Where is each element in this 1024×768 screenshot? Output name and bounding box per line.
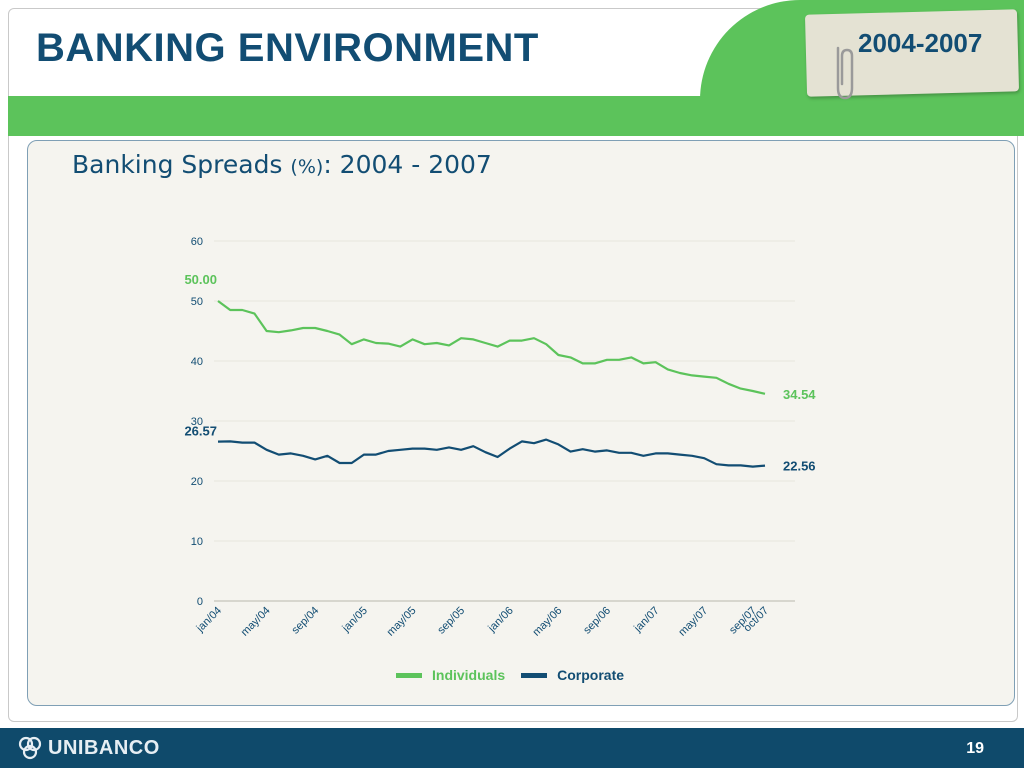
- legend-swatch-corporate: [521, 672, 548, 678]
- slide-title: BANKING ENVIRONMENT: [36, 26, 539, 70]
- data-label-end-corporate: 22.56: [783, 459, 816, 474]
- x-tick-label: may/05: [385, 605, 419, 639]
- x-tick-label: jan/07: [631, 605, 661, 635]
- y-tick-label: 20: [191, 476, 203, 488]
- y-tick-label: 40: [191, 356, 203, 368]
- x-tick-label: may/06: [530, 605, 564, 639]
- x-tick-label: sep/05: [435, 605, 467, 637]
- footer-bar: [0, 728, 1024, 768]
- legend-label-individuals: Individuals: [432, 667, 506, 683]
- chart-panel: [27, 140, 1015, 706]
- y-tick-label: 0: [197, 596, 203, 608]
- series-line-corporate: [217, 438, 766, 468]
- y-tick-label: 60: [191, 236, 203, 248]
- header-green-band: [8, 96, 1024, 136]
- legend-swatch-individuals: [396, 672, 422, 678]
- data-label-end-individuals: 34.54: [783, 387, 816, 402]
- x-tick-label: jan/05: [340, 605, 370, 635]
- period-label: 2004-2007: [858, 28, 983, 58]
- legend-item-corporate: Corporate: [521, 667, 624, 683]
- x-tick-label: may/07: [676, 605, 710, 639]
- legend-label-corporate: Corporate: [557, 667, 625, 683]
- chart-title-main: Banking Spreads: [72, 150, 291, 179]
- brand-name: UNIBANCO: [48, 736, 160, 759]
- chart-title-range: : 2004 - 2007: [323, 150, 492, 179]
- y-tick-label: 50: [191, 296, 203, 308]
- page-number: 19: [966, 740, 984, 757]
- unibanco-logo: UNIBANCO: [18, 736, 160, 760]
- x-tick-label: sep/06: [581, 605, 613, 637]
- chart-title-unit: (%): [290, 156, 324, 178]
- chart-title: Banking Spreads (%): 2004 - 2007: [72, 150, 492, 179]
- x-tick-label: may/04: [239, 605, 273, 639]
- x-tick-label: jan/04: [194, 605, 224, 635]
- y-tick-label: 30: [191, 416, 203, 428]
- legend-item-individuals: Individuals: [396, 667, 505, 683]
- x-tick-label: jan/06: [485, 605, 515, 635]
- paperclip-icon: [836, 46, 854, 100]
- unibanco-emblem-icon: [18, 736, 42, 760]
- data-label-start-corporate: 26.57: [184, 424, 217, 439]
- x-tick-label: sep/04: [290, 605, 322, 637]
- y-tick-label: 10: [191, 536, 203, 548]
- data-label-start-individuals: 50.00: [184, 272, 217, 287]
- chart-legend: Individuals Corporate: [396, 667, 640, 683]
- series-line-individuals: [217, 300, 766, 395]
